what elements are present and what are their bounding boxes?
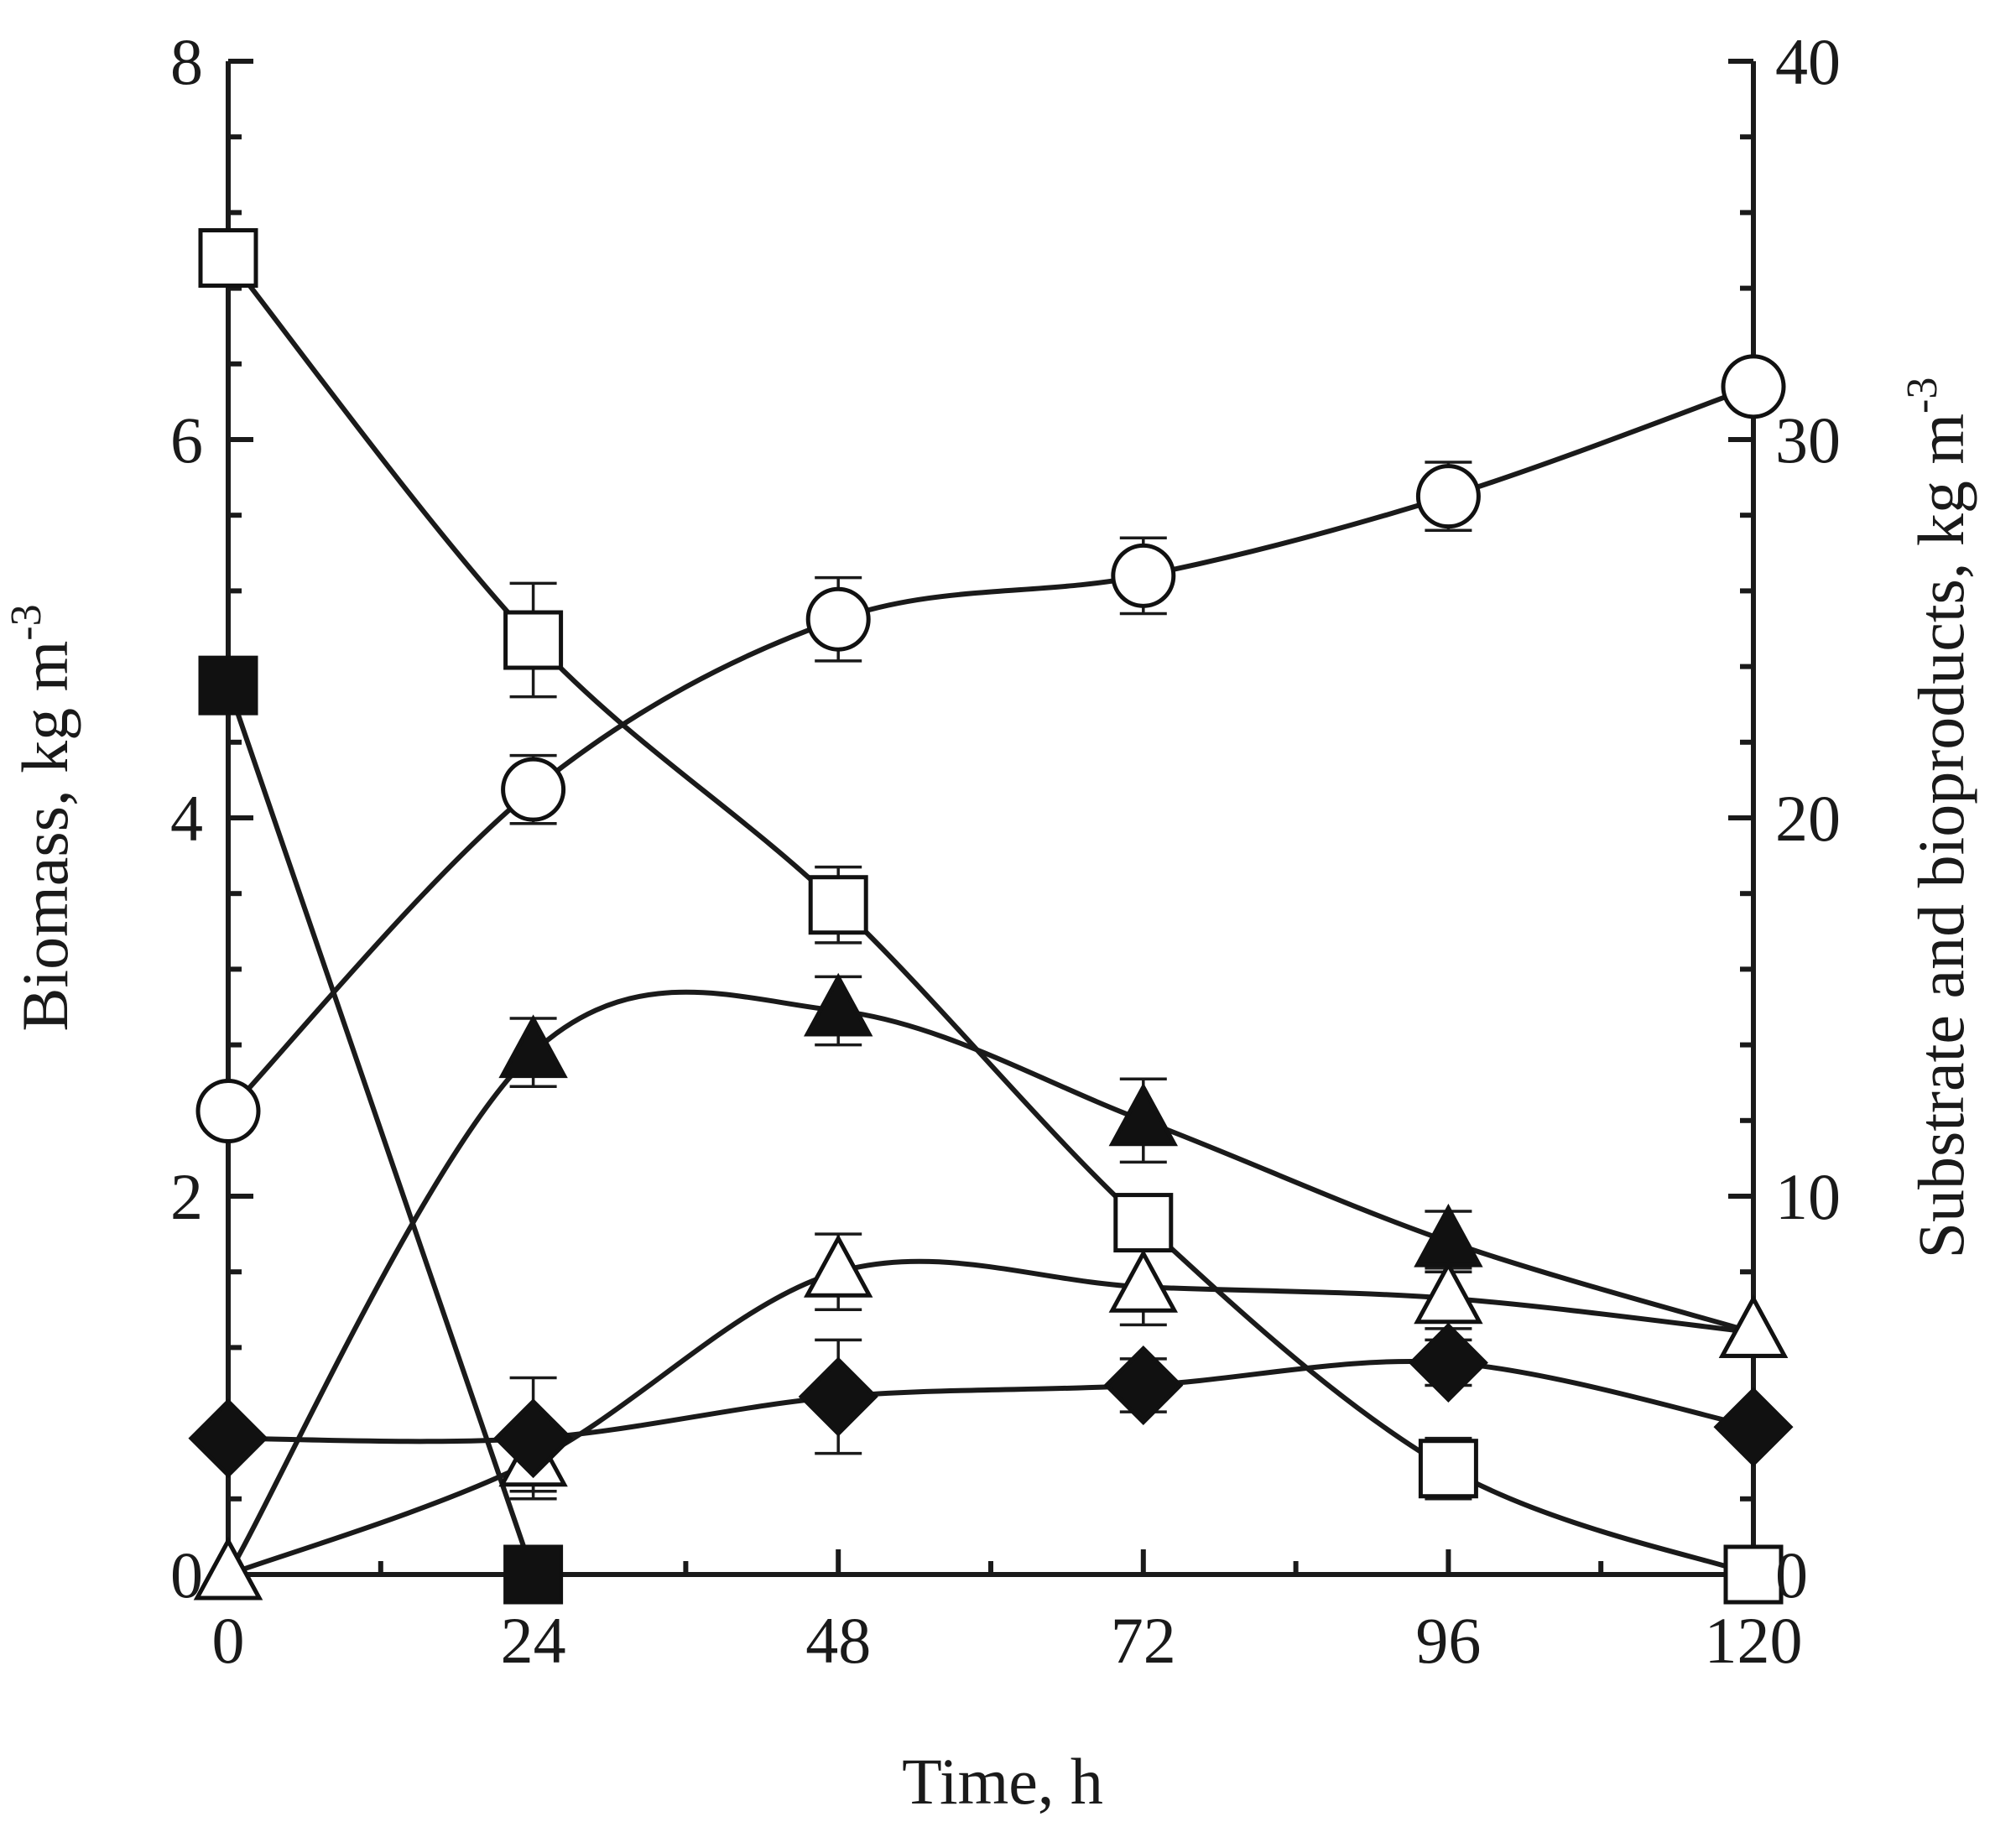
marker-square <box>198 228 258 289</box>
x-axis-title: Time, h <box>902 1745 1103 1818</box>
marker-circle <box>805 586 871 652</box>
y-left-tick-label: 6 <box>170 403 203 476</box>
y-axis-right-title-exponent: -3 <box>1899 377 1946 414</box>
marker-square <box>1418 1439 1478 1499</box>
marker-square <box>808 875 868 935</box>
x-tick-label: 72 <box>1111 1604 1176 1677</box>
y-right-tick-label: 0 <box>1775 1538 1808 1611</box>
marker-square <box>503 1544 564 1605</box>
marker-triangle <box>1414 1260 1483 1325</box>
y-axis-left-title-exponent: -3 <box>3 604 50 640</box>
marker-circle <box>1721 354 1786 419</box>
y-left-tick-label: 2 <box>170 1160 203 1233</box>
series-line <box>226 384 1755 1113</box>
series-line <box>226 684 536 1575</box>
marker-diamond <box>1713 1387 1794 1467</box>
y-right-tick-label: 20 <box>1775 782 1841 855</box>
marker-triangle <box>498 1014 568 1079</box>
y-axis-right-title: Substrate and bioproducts, kg m-3 <box>1899 377 1977 1259</box>
marker-square <box>1723 1544 1784 1605</box>
y-right-tick-label: 40 <box>1775 25 1841 98</box>
x-tick-label: 96 <box>1415 1604 1481 1677</box>
series-markers <box>188 228 1794 1605</box>
marker-circle <box>501 757 566 822</box>
marker-diamond <box>493 1398 574 1479</box>
marker-triangle <box>803 972 873 1037</box>
series-line <box>226 989 1754 1576</box>
x-tick-label: 0 <box>212 1604 245 1677</box>
series-lines <box>226 256 1755 1577</box>
marker-circle <box>1415 464 1481 529</box>
marker-diamond <box>1103 1345 1184 1426</box>
y-axis-left-title-text: Biomass, kg m <box>8 641 81 1032</box>
x-tick-label: 120 <box>1705 1604 1803 1677</box>
y-right-tick-label: 10 <box>1775 1160 1841 1233</box>
y-right-tick-label: 30 <box>1775 403 1841 476</box>
x-tick-label: 24 <box>501 1604 566 1677</box>
y-left-tick-label: 0 <box>170 1538 203 1611</box>
marker-triangle <box>803 1233 873 1298</box>
marker-diamond <box>188 1398 268 1479</box>
series-line <box>226 256 1754 1577</box>
marker-diamond <box>1408 1322 1488 1403</box>
marker-square <box>198 655 258 716</box>
y-left-tick-label: 4 <box>170 782 203 855</box>
marker-square <box>503 610 564 670</box>
y-axis-left-title: Biomass, kg m-3 <box>3 604 81 1031</box>
marker-triangle <box>1108 1082 1179 1147</box>
marker-triangle <box>1108 1249 1179 1313</box>
x-tick-label: 48 <box>805 1604 871 1677</box>
marker-circle <box>1111 543 1176 608</box>
marker-diamond <box>798 1356 878 1437</box>
marker-square <box>1113 1193 1174 1253</box>
marker-triangle <box>1718 1294 1789 1358</box>
y-axis-right-title-text: Substrate and bioproducts, kg m <box>1904 414 1977 1258</box>
series-line <box>227 1258 1754 1577</box>
marker-triangle <box>1414 1203 1483 1267</box>
series-line <box>227 1359 1754 1444</box>
marker-triangle <box>193 1536 263 1601</box>
y-left-tick-label: 8 <box>170 25 203 98</box>
marker-circle <box>195 1079 261 1144</box>
